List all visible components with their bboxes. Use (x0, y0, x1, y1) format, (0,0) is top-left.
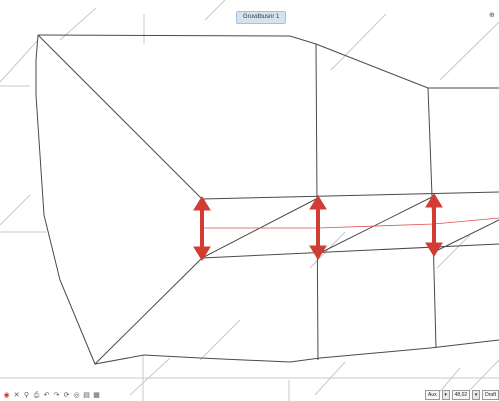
rotate-icon[interactable]: ⟳ (63, 391, 70, 399)
dropdown-button[interactable]: ▾ (441, 389, 450, 400)
undo-icon[interactable]: ↶ (43, 391, 50, 399)
dropdown-button[interactable]: ▾ (472, 389, 481, 400)
status-field-3[interactable]: Draft (482, 389, 499, 400)
height-arrow[interactable] (425, 193, 443, 257)
height-arrow[interactable] (309, 195, 327, 260)
zoom-icon[interactable]: ⚲ (23, 391, 30, 399)
print-icon[interactable]: ⎙ (33, 390, 40, 399)
grid-icon[interactable]: ▦ (93, 391, 100, 399)
sightline (202, 217, 499, 229)
height-arrow[interactable] (193, 196, 211, 261)
status-field-2[interactable]: 48,02 (451, 389, 471, 400)
layers-icon[interactable]: ▤ (83, 391, 90, 399)
cross-icon[interactable]: ✕ (13, 391, 20, 399)
redo-icon[interactable]: ↷ (53, 391, 60, 399)
view-tab[interactable]: Gruvdbusnr 1 (236, 11, 287, 24)
pin-icon[interactable]: ⊕ (489, 11, 495, 19)
bottom-toolbar: ◉ ✕ ⚲ ⎙ ↶ ↷ ⟳ ◎ ▤ ▦ (3, 389, 100, 401)
eye-icon[interactable]: ◎ (73, 391, 80, 399)
status-bar: Aux ▾ 48,02 ▾ Draft (425, 389, 499, 400)
status-field-1[interactable]: Aux (425, 389, 440, 400)
record-icon[interactable]: ◉ (3, 391, 10, 399)
plan-lines (35, 34, 499, 365)
